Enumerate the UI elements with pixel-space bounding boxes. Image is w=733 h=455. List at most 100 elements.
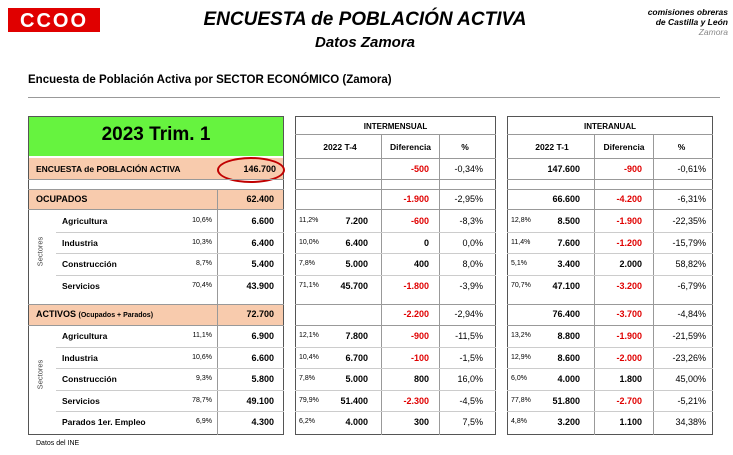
- row-rule: [295, 231, 496, 233]
- row-rule: [28, 209, 284, 210]
- intermensual-title: INTERMENSUAL: [363, 122, 428, 131]
- sector-value: 49.100: [246, 395, 274, 406]
- im-ref: 7.800: [345, 331, 368, 341]
- row-rule: [507, 189, 713, 190]
- row-rule: [507, 274, 713, 276]
- ia-dif: -2.700: [616, 395, 642, 406]
- sector-value: 43.900: [246, 280, 274, 291]
- sector-share: 8,7%: [196, 260, 212, 267]
- logo-text: CCOO: [20, 10, 88, 32]
- sectores-label-ocupados: Sectores: [35, 236, 45, 267]
- intermensual-table: [295, 116, 496, 435]
- row-rule: [28, 325, 284, 326]
- row-rule: [507, 158, 713, 159]
- im-pct: 7,5%: [462, 417, 483, 427]
- ia-share: 12,8%: [511, 217, 531, 224]
- row-rule: [295, 158, 496, 159]
- row-rule: [507, 304, 713, 305]
- im-ref: 5.000: [345, 374, 368, 384]
- row-rule: [56, 274, 284, 276]
- sector-share: 70,4%: [192, 281, 212, 289]
- sector-label: Agricultura: [62, 216, 108, 226]
- ia-ref: 76.400: [552, 309, 580, 319]
- sector-label: Servicios: [62, 395, 100, 406]
- row-rule: [28, 189, 284, 190]
- interanual-col-dif: Diferencia: [603, 142, 645, 152]
- im-pct: -3,9%: [459, 280, 483, 291]
- col-rule: [217, 189, 218, 435]
- interanual-title-rule: [507, 134, 713, 135]
- row-rule: [295, 346, 496, 348]
- ia-pct: -15,79%: [672, 237, 706, 248]
- ia-share: 13,2%: [511, 332, 531, 339]
- period-header: [29, 117, 283, 156]
- activos-title: ACTIVOS: [36, 309, 77, 319]
- ia-ref: 147.600: [547, 164, 580, 174]
- im-pct: -8,3%: [459, 216, 483, 226]
- im-share: 7,8%: [299, 375, 315, 382]
- ia-pct: -22,35%: [672, 216, 706, 226]
- row-rule: [56, 368, 284, 369]
- ia-pct: 58,82%: [675, 259, 706, 269]
- im-sep2: [439, 134, 440, 435]
- im-share: 6,2%: [299, 418, 315, 425]
- ia-ref: 66.600: [552, 194, 580, 204]
- im-pct: -2,95%: [454, 194, 483, 204]
- row-rule: [507, 346, 713, 348]
- ocupados-band: [29, 189, 283, 209]
- divider: [28, 97, 720, 98]
- activos-note: (Ocupados + Parados): [78, 312, 154, 319]
- ia-ref: 4.000: [557, 374, 580, 384]
- ocupados-label: OCUPADOS: [36, 194, 88, 204]
- ia-dif: 1.800: [619, 374, 642, 384]
- row-rule: [507, 325, 713, 326]
- im-dif: -600: [410, 216, 429, 226]
- im-dif: -2.200: [403, 309, 429, 319]
- sector-label: Industria: [62, 237, 98, 248]
- ia-share: 11,4%: [511, 238, 531, 246]
- activos-value: 72.700: [246, 309, 274, 319]
- im-sep1: [381, 134, 382, 435]
- ia-pct: -6,31%: [677, 194, 706, 204]
- im-pct: -0,34%: [454, 164, 483, 174]
- interanual-col-ref: 2022 T-1: [535, 142, 569, 152]
- sector-label: Agricultura: [62, 331, 108, 341]
- ia-pct: -21,59%: [672, 331, 706, 341]
- row-rule: [507, 411, 713, 412]
- row-rule: [295, 209, 496, 210]
- ia-pct: -0,61%: [677, 164, 706, 174]
- org-name-line1: comisiones obreras: [647, 7, 728, 17]
- ia-share: 70,7%: [511, 281, 531, 289]
- period-label: 2023 Trim. 1: [101, 124, 211, 145]
- activos-label: ACTIVOS (Ocupados + Parados): [36, 309, 153, 319]
- sector-share: 11,1%: [192, 332, 212, 339]
- im-ref: 6.400: [345, 237, 368, 248]
- ia-ref: 47.100: [552, 280, 580, 291]
- ia-sep2: [653, 134, 654, 435]
- im-pct: -1,5%: [459, 352, 483, 363]
- interanual-title: INTERANUAL: [584, 122, 636, 131]
- row-rule: [295, 389, 496, 391]
- activos-band: [29, 304, 283, 325]
- page-title: ENCUESTA de POBLACIÓN ACTIVA: [203, 9, 527, 30]
- im-pct: 8,0%: [462, 259, 483, 269]
- ia-ref: 3.200: [557, 417, 580, 427]
- sector-value: 6.400: [251, 237, 274, 248]
- row-rule: [507, 209, 713, 210]
- ia-ref: 7.600: [557, 237, 580, 248]
- intermensual-col-pct: %: [461, 142, 469, 152]
- total-value: 146.700: [243, 164, 276, 174]
- im-share: 10,0%: [299, 238, 319, 246]
- ia-pct: -4,84%: [677, 309, 706, 319]
- ia-dif: -1.900: [616, 216, 642, 226]
- section-title: Encuesta de Población Activa por SECTOR …: [28, 74, 392, 86]
- row-rule: [507, 389, 713, 391]
- ia-pct: -23,26%: [672, 352, 706, 363]
- sector-share: 6,9%: [196, 418, 212, 425]
- ccoo-logo: CCOO: [8, 8, 100, 32]
- highlight-ellipse: [217, 157, 285, 183]
- im-pct: 0,0%: [462, 237, 483, 248]
- row-rule: [295, 411, 496, 412]
- footnote: Datos del INE: [36, 440, 80, 447]
- ia-share: 6,0%: [511, 375, 527, 382]
